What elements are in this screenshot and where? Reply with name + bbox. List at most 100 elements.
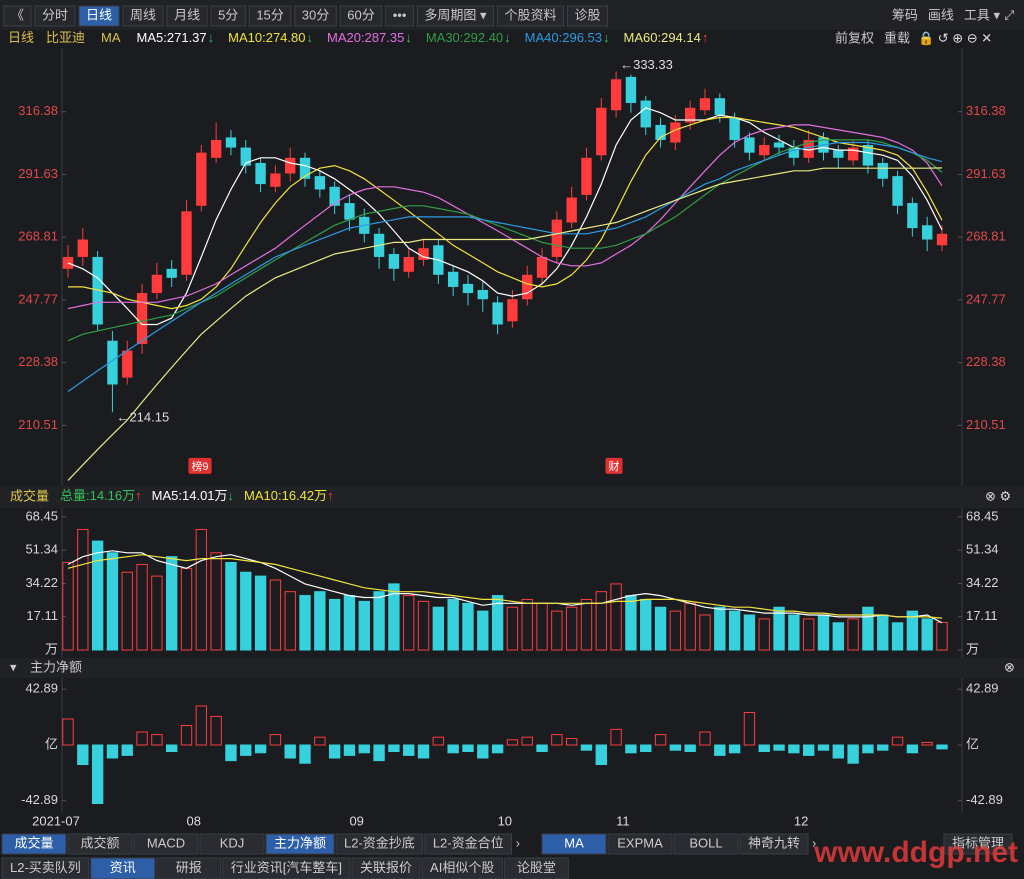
button-bg <box>34 5 76 27</box>
option[interactable]: 前复权 <box>835 30 874 45</box>
bar <box>832 744 844 759</box>
y-tick-label: 亿 <box>45 736 58 751</box>
tab[interactable]: 资讯 <box>110 860 136 875</box>
tab-bg <box>222 857 351 879</box>
toolbar-button[interactable]: 多周期图 ▾ <box>424 7 487 22</box>
toolbar-link[interactable]: 筹码 <box>892 7 918 22</box>
candle-body <box>255 163 266 185</box>
tab[interactable]: MA <box>564 835 584 850</box>
tab[interactable]: L2-资金合位 <box>433 835 504 850</box>
toolbar-button[interactable]: 30分 <box>302 7 329 22</box>
badge[interactable]: 财 <box>609 459 620 473</box>
panel-icons[interactable]: ⊗ ⚙ <box>985 488 1011 503</box>
legend-entry: MA10:274.80 <box>228 30 305 45</box>
bar <box>625 595 637 651</box>
tab[interactable]: 研报 <box>176 860 202 875</box>
tab[interactable]: EXPMA <box>617 835 663 850</box>
candle-body <box>181 211 192 275</box>
y-tick-label: 268.81 <box>966 229 1006 244</box>
toolbar-button[interactable]: 月线 <box>174 7 200 22</box>
bar <box>640 598 652 651</box>
button-bg <box>497 5 565 27</box>
button-bg <box>78 5 120 27</box>
candle-body <box>462 283 474 294</box>
tab-arrow[interactable]: › <box>812 835 816 850</box>
bar <box>254 744 267 754</box>
bar <box>106 552 119 651</box>
flow-collapse[interactable]: ▾ <box>10 659 17 674</box>
tab[interactable]: 指标管理 <box>952 835 1004 850</box>
badge[interactable]: 榜9 <box>191 459 208 473</box>
toolbar-button[interactable]: 15分 <box>256 7 283 22</box>
tab[interactable]: 论股堂 <box>517 860 556 875</box>
y-tick-label: 万 <box>966 641 979 656</box>
candle-body <box>536 256 548 278</box>
bar <box>225 562 237 651</box>
y-tick-label: 247.77 <box>18 291 58 306</box>
tab-bg <box>673 833 739 855</box>
bar <box>610 583 622 651</box>
bar <box>403 595 415 651</box>
tab[interactable]: 成交量 <box>14 835 53 850</box>
bar <box>62 718 74 746</box>
option[interactable]: 重载 <box>884 30 910 45</box>
tab[interactable]: L2-资金抄底 <box>344 835 415 850</box>
tab[interactable]: 关联报价 <box>360 860 412 875</box>
toolbar-button[interactable]: 《 <box>11 7 24 22</box>
tab[interactable]: L2-买卖队列 <box>10 860 81 875</box>
bar <box>536 744 548 752</box>
legend-arrow: ↓ <box>603 30 610 45</box>
toolbar-link[interactable]: 画线 <box>928 7 954 22</box>
tab[interactable]: 主力净额 <box>274 835 326 850</box>
tab[interactable]: KDJ <box>220 835 245 850</box>
tab-bg <box>265 833 335 855</box>
toolbar-button[interactable]: 日线 <box>86 7 112 22</box>
toolbar-button[interactable]: 周线 <box>130 7 156 22</box>
bar <box>299 744 311 764</box>
candle-body <box>625 76 637 103</box>
y-tick-label: 316.38 <box>966 103 1006 118</box>
toolbar-button[interactable]: 5分 <box>218 7 238 22</box>
y-tick-label: 51.34 <box>25 542 58 557</box>
toolbar-button[interactable]: 个股资料 <box>505 7 557 22</box>
fullscreen-icon[interactable]: ⤢ <box>1004 7 1014 22</box>
toolbar-link[interactable]: 工具 ▾ <box>964 7 1001 22</box>
y-tick-label: 210.51 <box>966 417 1006 432</box>
candle-body <box>329 186 340 206</box>
y-tick-label: -42.89 <box>21 792 58 807</box>
bar <box>447 744 459 754</box>
tab[interactable]: 行业资讯[汽车整车] <box>231 860 342 875</box>
toolbar-button[interactable]: 60分 <box>347 7 374 22</box>
toolbar-button[interactable]: 分时 <box>42 7 68 22</box>
y-tick-label: 51.34 <box>966 542 999 557</box>
bar <box>728 610 741 651</box>
tab[interactable]: MACD <box>147 835 185 850</box>
candle-body <box>803 139 814 158</box>
bar <box>491 595 504 651</box>
tab[interactable]: AI相似个股 <box>430 860 494 875</box>
toolbar-button[interactable]: 诊股 <box>575 7 601 22</box>
candle-body <box>270 173 281 187</box>
legend-entry: MA20:287.35 <box>327 30 404 45</box>
ma-line <box>67 139 943 342</box>
tab-arrow[interactable]: › <box>516 835 520 850</box>
ma-line <box>67 107 943 326</box>
toolbar-button[interactable]: ••• <box>393 7 407 22</box>
bar <box>166 556 178 651</box>
tab[interactable]: 神奇九转 <box>748 835 800 850</box>
candle-body <box>107 340 118 385</box>
tab[interactable]: BOLL <box>689 835 722 850</box>
bar <box>625 744 637 754</box>
volume-legend: 总量:14.16万↑ MA5:14.01万↓ MA10:16.42万↑ <box>60 488 334 503</box>
candle-body <box>922 225 933 240</box>
flow-title: 主力净额 <box>30 659 82 674</box>
bar <box>477 610 489 651</box>
tab[interactable]: 成交额 <box>80 835 119 850</box>
legend-arrow: ↑ <box>702 30 709 45</box>
bar <box>121 571 133 651</box>
bar <box>921 618 933 651</box>
panel-icons[interactable]: ⊗ <box>1004 659 1015 674</box>
candle-body <box>403 256 414 272</box>
y-tick-label: 210.51 <box>18 417 58 432</box>
